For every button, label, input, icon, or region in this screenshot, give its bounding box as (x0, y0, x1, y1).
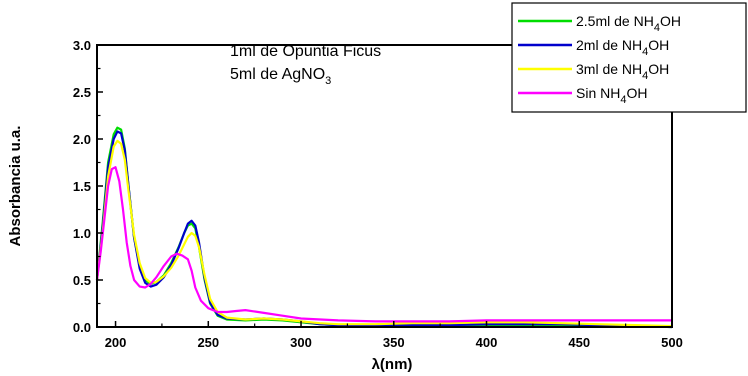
x-tick-label-6: 500 (661, 335, 683, 350)
series-line-0 (95, 126, 673, 329)
y-tick-label-0: 0.0 (73, 320, 91, 335)
x-tick-label-4: 400 (476, 335, 498, 350)
y-axis-title: Absorbancia u.a. (7, 126, 24, 247)
series-line-3 (95, 166, 672, 323)
x-tick-label-3: 350 (383, 335, 405, 350)
x-tick-label-1: 250 (197, 335, 219, 350)
y-tick-label-4: 2.0 (73, 132, 91, 147)
y-tick-label-1: 0.5 (73, 273, 91, 288)
series-line-2 (95, 139, 673, 328)
tick-labels: 200 250 300 350 400 450 500 0.0 0.5 1.0 1.5 2.0 2.5 3… (73, 38, 683, 350)
x-tick-label-2: 300 (290, 335, 312, 350)
legend-label-0: 2.5ml de NH4OH (576, 13, 681, 34)
x-axis-title: λ(nm) (372, 356, 413, 373)
axis-ticks (97, 44, 673, 328)
annotation-1: 5ml de AgNO3 (230, 66, 331, 87)
legend-label-1: 2ml de NH4OH (576, 37, 669, 58)
legend-label-2: 3ml de NH4OH (576, 61, 669, 82)
legend-items: 2.5ml de NH4OH 2ml de NH4OH 3ml de NH4OH Si… (518, 13, 681, 106)
legend: 2.5ml de NH4OH 2ml de NH4OH 3ml de NH4OH Si… (511, 2, 747, 113)
x-tick-label-5: 450 (568, 335, 590, 350)
plot-lines (95, 126, 673, 329)
y-tick-label-5: 2.5 (73, 85, 91, 100)
annotation-0: 1ml de Opuntia Ficus (230, 43, 381, 60)
legend-label-3: Sin NH4OH (576, 85, 647, 106)
y-tick-label-3: 1.5 (73, 179, 91, 194)
y-tick-label-2: 1.0 (73, 226, 91, 241)
y-tick-label-6: 3.0 (73, 38, 91, 53)
series-line-1 (95, 130, 673, 329)
x-tick-label-0: 200 (105, 335, 127, 350)
annotations: 1ml de Opuntia Ficus 5ml de AgNO3 (230, 43, 381, 87)
